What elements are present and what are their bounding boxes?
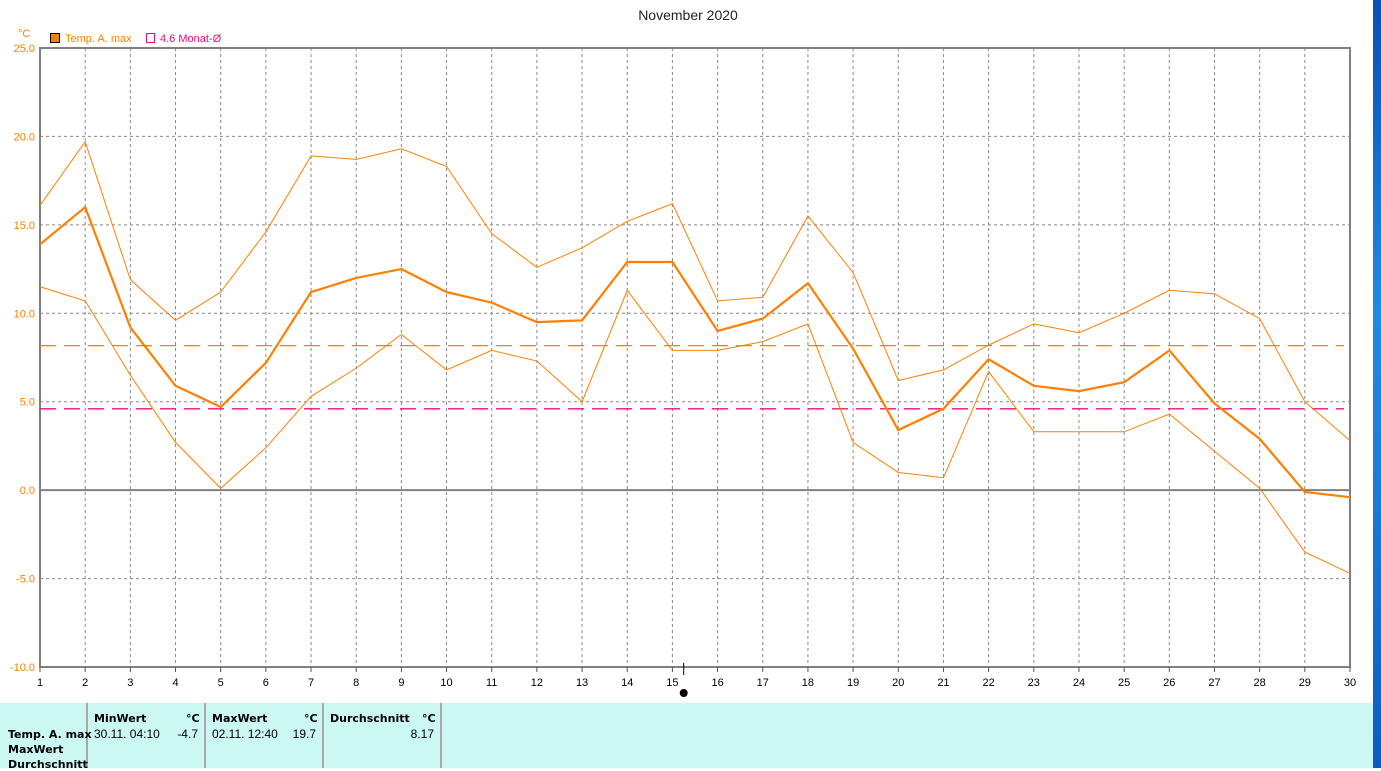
row-label: Durchschnitt [8, 758, 88, 771]
x-tick-label: 1 [37, 677, 43, 689]
x-tick-label: 19 [847, 677, 859, 689]
y-tick-label: 15.0 [14, 220, 35, 232]
max-column: MaxWert °C 02.11. 12:40 19.7 [206, 703, 324, 768]
unit-label: °C [304, 712, 318, 725]
x-tick-label: 20 [892, 677, 904, 689]
avg-header: Durchschnitt [330, 712, 410, 725]
x-tick-label: 10 [440, 677, 452, 689]
y-axis-unit: °C [18, 28, 30, 40]
legend-label-avg: 4.6 Monat-Ø [160, 33, 222, 45]
x-tick-label: 4 [172, 677, 178, 689]
min-value: -4.7 [177, 727, 198, 741]
x-tick-label: 7 [308, 677, 314, 689]
temperature-chart: November 2020°C Temp. A. max 4.6 Monat-Ø25… [10, 7, 1356, 697]
legend-label-temp: Temp. A. max [65, 33, 132, 45]
x-tick-label: 12 [531, 677, 543, 689]
x-tick-label: 26 [1163, 677, 1175, 689]
y-tick-label: 25.0 [14, 43, 35, 55]
y-tick-label: -5.0 [16, 574, 35, 586]
row-labels: Temp. A. max MaxWert Durchschnitt [0, 703, 92, 771]
x-tick-label: 3 [127, 677, 133, 689]
legend-swatch-avg [146, 33, 155, 43]
y-tick-label: 10.0 [14, 308, 35, 320]
y-tick-label: 5.0 [20, 397, 35, 409]
x-tick-label: 15 [666, 677, 678, 689]
max-value: 19.7 [292, 727, 316, 741]
desktop-background-strip [1373, 0, 1381, 768]
x-tick-label: 8 [353, 677, 359, 689]
x-tick-label: 28 [1254, 677, 1266, 689]
x-tick-label: 25 [1118, 677, 1130, 689]
x-tick-label: 21 [937, 677, 949, 689]
x-tick-label: 13 [576, 677, 588, 689]
min-date: 30.11. 04:10 [94, 727, 160, 741]
row-label: Temp. A. max [8, 728, 92, 741]
x-tick-label: 24 [1073, 677, 1085, 689]
row-label: MaxWert [8, 743, 64, 756]
cursor-handle-icon [679, 689, 688, 697]
x-tick-label: 18 [802, 677, 814, 689]
x-tick-label: 23 [1028, 677, 1040, 689]
max-date: 02.11. 12:40 [212, 727, 278, 741]
unit-label: °C [186, 712, 200, 725]
series-line-temp-max [39, 205, 1351, 499]
avg-column: Durchschnitt °C 8.17 [324, 703, 442, 768]
unit-label: °C [422, 712, 436, 725]
y-tick-label: 20.0 [14, 131, 35, 143]
plot-frame [39, 47, 1351, 668]
x-tick-label: 5 [218, 677, 224, 689]
x-tick-label: 17 [757, 677, 769, 689]
min-header: MinWert [94, 712, 147, 725]
avg-value: 8.17 [410, 727, 434, 741]
min-column: MinWert °C 30.11. 04:10 -4.7 [88, 703, 206, 768]
series-line-range [39, 286, 1351, 574]
series-line-range [39, 140, 1351, 442]
x-tick-label: 29 [1299, 677, 1311, 689]
x-tick-label: 6 [263, 677, 269, 689]
x-tick-label: 2 [82, 677, 88, 689]
max-header: MaxWert [212, 712, 268, 725]
x-tick-label: 22 [982, 677, 994, 689]
x-tick-label: 11 [486, 677, 497, 689]
legend-swatch-temp [50, 33, 60, 43]
y-tick-label: -10.0 [10, 662, 35, 674]
x-tick-label: 27 [1208, 677, 1220, 689]
statistics-panel: Temp. A. max MaxWert Durchschnitt MinWer… [0, 703, 1373, 771]
x-tick-label: 14 [621, 677, 633, 689]
x-tick-label: 9 [398, 677, 404, 689]
x-tick-label: 16 [711, 677, 723, 689]
chart-title: November 2020 [638, 7, 738, 23]
x-tick-label: 30 [1344, 677, 1356, 689]
y-tick-label: 0.0 [20, 485, 35, 497]
